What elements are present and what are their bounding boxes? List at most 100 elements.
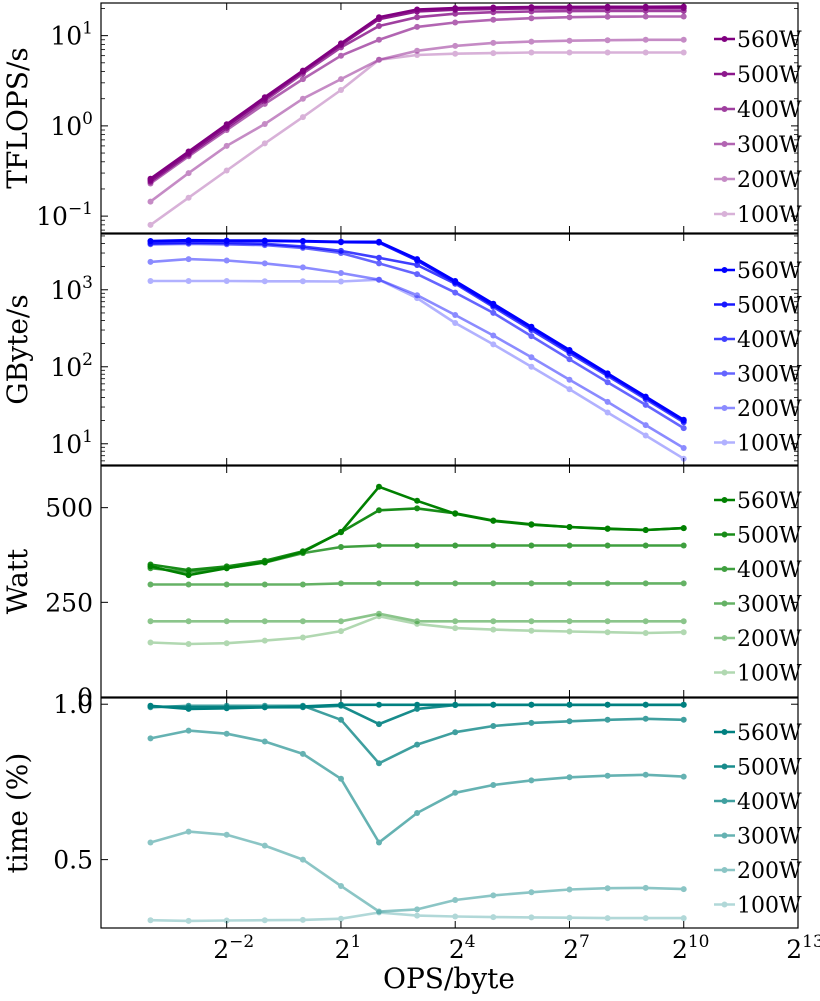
data-point-400W bbox=[376, 542, 382, 549]
data-point-100W bbox=[338, 628, 344, 635]
legend-marker bbox=[714, 901, 735, 908]
data-point-100W bbox=[490, 50, 497, 57]
data-point-100W bbox=[299, 916, 306, 923]
data-point-100W bbox=[452, 913, 459, 920]
data-point-560W bbox=[566, 347, 573, 353]
data-point-300W bbox=[604, 379, 611, 386]
data-point-400W bbox=[376, 760, 382, 767]
data-point-200W bbox=[680, 36, 687, 43]
legend-item-400W: 400W bbox=[714, 328, 802, 353]
legend-marker bbox=[714, 405, 735, 411]
legend-marker bbox=[714, 439, 735, 446]
y-tick-label: 0 bbox=[77, 683, 93, 712]
y-tick-label: 10−1 bbox=[36, 199, 93, 231]
legend-item-500W: 500W bbox=[714, 63, 802, 88]
legend-label: 500W bbox=[737, 756, 802, 781]
series-100W bbox=[147, 909, 687, 924]
data-point-200W bbox=[414, 906, 421, 913]
data-point-100W bbox=[147, 639, 154, 646]
data-point-100W bbox=[223, 167, 230, 174]
data-point-200W bbox=[642, 422, 649, 429]
data-point-200W bbox=[223, 142, 230, 149]
data-point-560W bbox=[185, 148, 192, 155]
data-point-300W bbox=[414, 580, 421, 587]
data-point-200W bbox=[414, 292, 421, 299]
data-point-300W bbox=[490, 309, 497, 316]
legend-label: 400W bbox=[737, 558, 802, 583]
data-point-560W bbox=[185, 237, 192, 244]
series-line-400W bbox=[149, 9, 684, 183]
data-point-100W bbox=[261, 917, 268, 924]
series-line-560W bbox=[149, 5, 684, 180]
data-point-400W bbox=[566, 718, 573, 725]
data-point-200W bbox=[147, 198, 154, 205]
legend-label: 300W bbox=[737, 133, 802, 158]
data-point-100W bbox=[604, 629, 611, 636]
data-point-560W bbox=[490, 517, 497, 524]
legend-label: 200W bbox=[737, 859, 802, 884]
data-point-400W bbox=[299, 243, 306, 250]
data-point-200W bbox=[261, 260, 268, 267]
data-point-200W bbox=[604, 885, 611, 892]
series-line-200W bbox=[150, 612, 684, 623]
data-point-200W bbox=[680, 886, 687, 893]
data-point-100W bbox=[299, 114, 306, 121]
data-point-300W bbox=[414, 23, 421, 30]
legend-item-200W: 200W bbox=[714, 627, 802, 652]
legend-item-100W: 100W bbox=[714, 894, 802, 919]
data-point-200W bbox=[452, 897, 459, 903]
data-point-300W bbox=[261, 581, 268, 588]
legend-label: 560W bbox=[737, 259, 802, 284]
data-point-560W bbox=[185, 705, 192, 712]
data-point-100W bbox=[452, 50, 459, 57]
y-tick-label: 0.5 bbox=[53, 846, 93, 875]
data-point-300W bbox=[376, 36, 382, 43]
data-point-300W bbox=[680, 13, 687, 20]
data-point-200W bbox=[338, 883, 344, 889]
data-point-200W bbox=[528, 38, 535, 45]
data-point-200W bbox=[261, 842, 268, 849]
data-point-560W bbox=[223, 705, 230, 712]
series-line-500W bbox=[149, 6, 684, 182]
data-point-560W bbox=[528, 4, 535, 11]
y-tick-label: 250 bbox=[45, 588, 93, 617]
data-point-200W bbox=[680, 445, 687, 451]
legend-label: 100W bbox=[737, 432, 802, 457]
data-point-560W bbox=[261, 559, 268, 566]
legend-label: 400W bbox=[737, 328, 802, 353]
data-point-300W bbox=[452, 789, 459, 796]
data-point-100W bbox=[528, 49, 535, 56]
data-point-400W bbox=[452, 729, 459, 736]
legend-marker bbox=[714, 669, 735, 676]
data-point-100W bbox=[604, 49, 611, 56]
data-point-200W bbox=[376, 276, 382, 283]
legend-item-100W: 100W bbox=[714, 662, 802, 687]
data-point-560W bbox=[604, 3, 611, 10]
data-point-200W bbox=[185, 618, 192, 625]
data-point-100W bbox=[490, 914, 497, 921]
series-500W bbox=[147, 505, 687, 574]
legend-dot bbox=[721, 211, 728, 217]
data-point-300W bbox=[566, 14, 573, 21]
data-point-100W bbox=[185, 194, 192, 201]
legend-item-100W: 100W bbox=[714, 203, 802, 228]
series-line-400W bbox=[150, 241, 685, 424]
series-line-200W bbox=[150, 830, 684, 913]
data-point-560W bbox=[604, 370, 611, 377]
legend-item-400W: 400W bbox=[714, 98, 802, 123]
data-point-100W bbox=[528, 627, 535, 634]
data-point-100W bbox=[452, 625, 459, 632]
legend-dot bbox=[721, 71, 728, 77]
data-point-560W bbox=[147, 238, 154, 244]
legend-dot bbox=[721, 405, 728, 411]
data-point-560W bbox=[452, 278, 459, 284]
data-point-200W bbox=[223, 618, 230, 625]
data-point-100W bbox=[376, 276, 382, 283]
data-point-100W bbox=[299, 278, 306, 285]
data-point-400W bbox=[528, 542, 535, 549]
plot-frame bbox=[100, 233, 799, 466]
legend-label: 100W bbox=[737, 203, 802, 228]
data-point-560W bbox=[528, 323, 535, 330]
legend-item-400W: 400W bbox=[714, 558, 802, 583]
data-point-400W bbox=[566, 542, 573, 549]
